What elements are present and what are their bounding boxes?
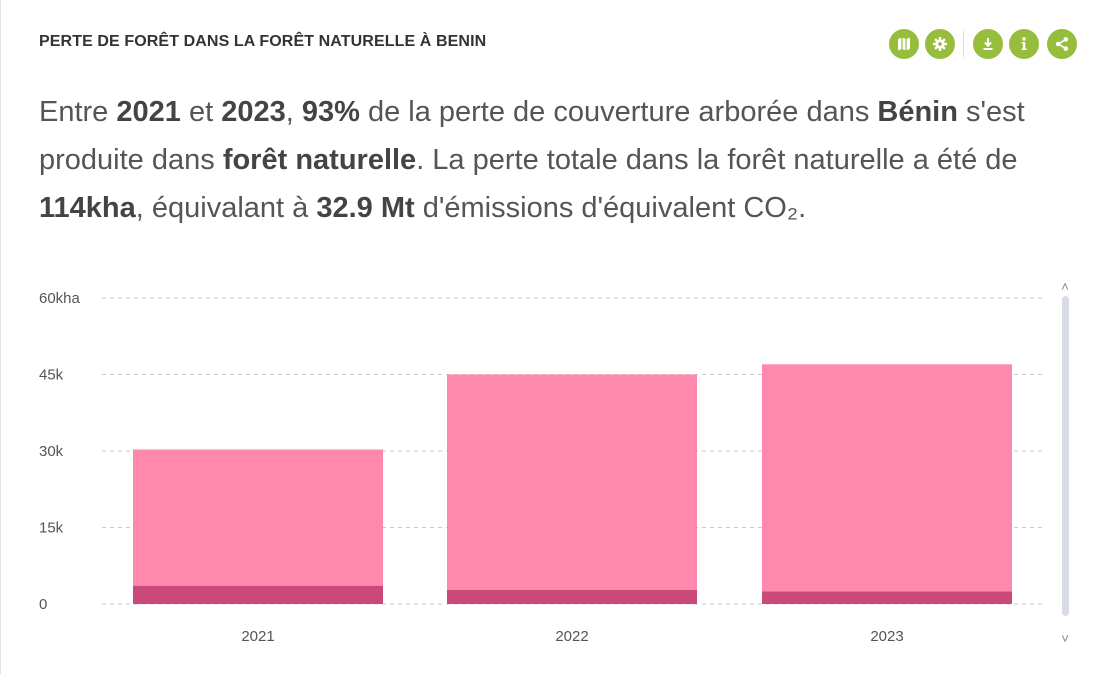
y-tick-label: 30k — [39, 443, 64, 460]
gear-icon — [932, 36, 948, 52]
settings-button[interactable] — [925, 29, 955, 59]
tree-cover-loss-bar-chart: 0 15k 30k 45k 60kha 2021 2022 2023 — [39, 290, 1042, 645]
bar-2021-segment-0 — [133, 585, 383, 604]
scrollbar[interactable] — [1062, 296, 1069, 616]
y-tick-label: 0 — [39, 596, 47, 613]
download-icon — [980, 36, 996, 52]
y-tick-label: 45k — [39, 367, 64, 384]
bar-2023-segment-0 — [762, 591, 1012, 604]
info-icon — [1016, 36, 1032, 52]
map-icon — [896, 36, 912, 52]
summary-sentence: Entre 2021 et 2023, 93% de la perte de c… — [39, 96, 1025, 224]
x-tick-label: 2021 — [241, 628, 274, 645]
left-border — [0, 0, 1, 674]
bar-2022-segment-0 — [447, 589, 697, 604]
share-button[interactable] — [1047, 29, 1077, 59]
widget-title: PERTE DE FORÊT DANS LA FORÊT NATURELLE À… — [39, 33, 487, 50]
x-tick-label: 2023 — [870, 628, 903, 645]
bar-2022-segment-1 — [447, 374, 697, 590]
scroll-down-icon[interactable]: ˅ — [1061, 631, 1069, 646]
info-button[interactable] — [1009, 29, 1039, 59]
download-button[interactable] — [973, 29, 1003, 59]
scroll-up-icon[interactable]: ˄ — [1061, 279, 1069, 294]
toolbar-divider — [963, 31, 964, 57]
y-tick-label: 60kha — [39, 290, 81, 307]
share-icon — [1054, 36, 1070, 52]
x-tick-label: 2022 — [555, 628, 588, 645]
map-button[interactable] — [889, 29, 919, 59]
bar-2023-segment-1 — [762, 364, 1012, 592]
y-tick-label: 15k — [39, 520, 64, 537]
bar-2021-segment-1 — [133, 449, 383, 586]
